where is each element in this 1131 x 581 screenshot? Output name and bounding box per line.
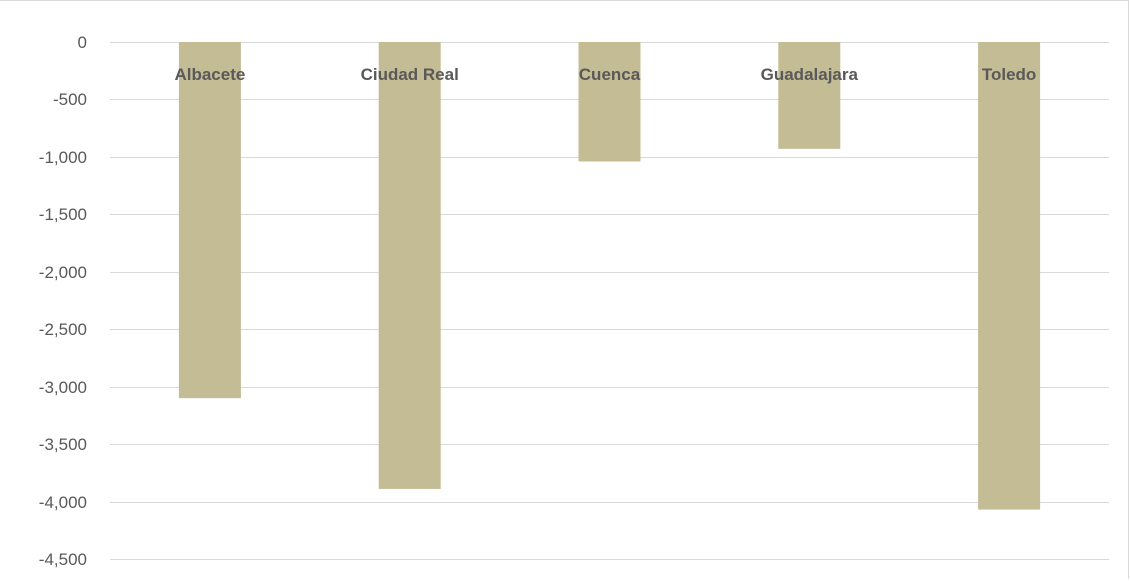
bars [178, 42, 1041, 510]
bar-guadalajara [778, 42, 841, 149]
category-label: Guadalajara [761, 65, 859, 84]
bar-toledo [978, 42, 1041, 510]
y-tick-label: -3,500 [39, 435, 87, 454]
y-tick-label: 0 [78, 33, 87, 52]
y-axis-tick-labels: 0 -500 -1,000 -1,500 -2,000 -2,500 -3,000 -3,50… [39, 33, 87, 569]
bar-cuenca [578, 42, 641, 162]
y-tick-label: -500 [53, 90, 87, 109]
y-tick-label: -1,000 [39, 148, 87, 167]
y-tick-label: -4,000 [39, 493, 87, 512]
bar-ciudad-real [378, 42, 441, 489]
y-tick-label: -4,500 [39, 550, 87, 569]
category-label: Albacete [174, 65, 245, 84]
y-tick-label: -1,500 [39, 205, 87, 224]
category-label: Ciudad Real [361, 65, 459, 84]
y-tick-label: -2,000 [39, 263, 87, 282]
bar-albacete [178, 42, 241, 399]
category-label: Toledo [982, 65, 1036, 84]
y-tick-label: -2,500 [39, 320, 87, 339]
category-labels: Albacete Ciudad Real Cuenca Guadalajara Tole… [174, 65, 1036, 84]
category-label: Cuenca [579, 65, 641, 84]
y-tick-label: -3,000 [39, 378, 87, 397]
